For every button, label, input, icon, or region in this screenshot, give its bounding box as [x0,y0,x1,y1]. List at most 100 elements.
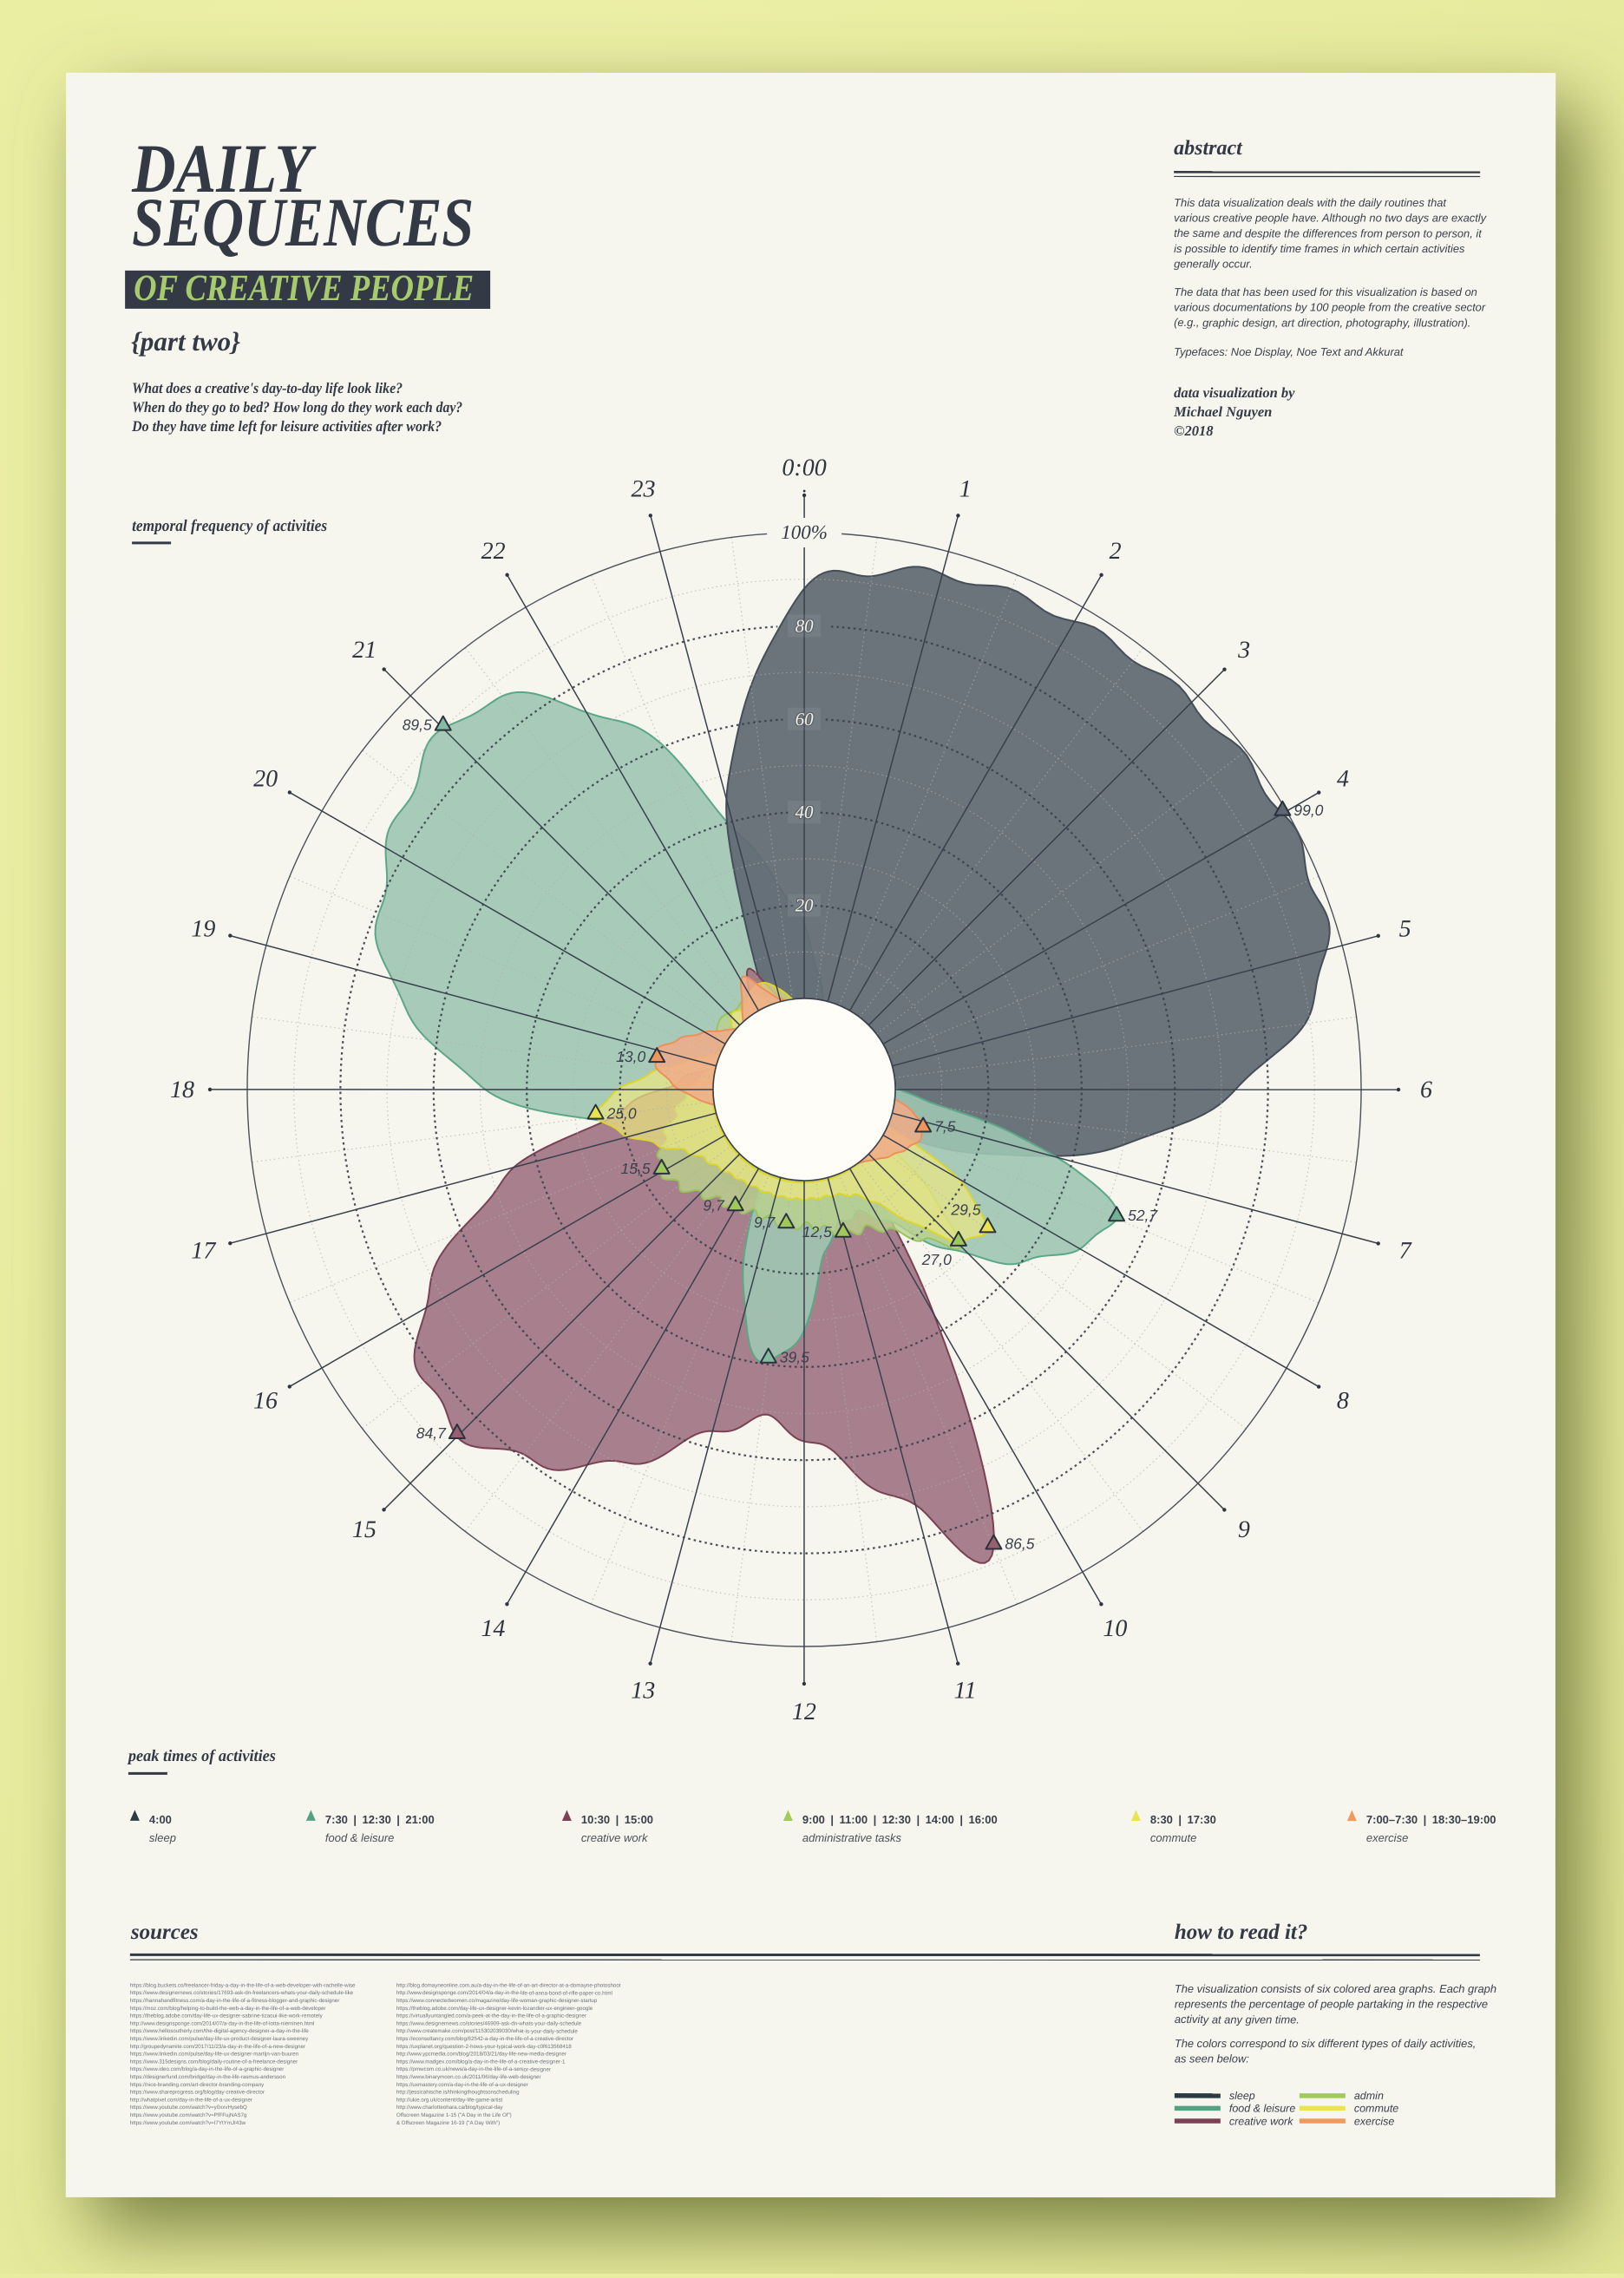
svg-text:https://econsultancy.com/blog/: https://econsultancy.com/blog/62542-a-da… [396,2036,573,2042]
svg-text:https://moz.com/blog/helping-t: https://moz.com/blog/helping-to-build-th… [130,2006,326,2012]
svg-text:https://theblog.adobe.com/day-: https://theblog.adobe.com/day-life-ux-de… [130,2013,324,2019]
svg-text:Do they have time left for lei: Do they have time left for leisure activ… [131,417,442,435]
svg-text:http://ukie.org.uk/content/day: http://ukie.org.uk/content/day-life-game… [396,2097,503,2103]
svg-text:http://groupedynamite.com/2017: http://groupedynamite.com/2017/11/23/a-d… [130,2044,305,2050]
svg-text:SEQUENCES: SEQUENCES [132,185,474,261]
svg-text:https://www.madgex.com/blog/a-: https://www.madgex.com/blog/a-day-in-the… [396,2059,566,2065]
svg-text:various documentations by 100: various documentations by 100 people fro… [1174,301,1486,314]
svg-text:administrative tasks: administrative tasks [802,1831,902,1844]
svg-text:Michael Nguyen: Michael Nguyen [1173,403,1272,420]
svg-text:3: 3 [1237,637,1250,664]
svg-text:sleep: sleep [1229,2090,1255,2102]
svg-text:http://whatpixel.com/day-in-th: http://whatpixel.com/day-in-the-life-of-… [130,2097,252,2103]
svg-text:The data that has been used fo: The data that has been used for this vis… [1174,285,1477,298]
svg-text:sleep: sleep [149,1831,176,1844]
svg-text:https://virtuallyuntangled.com: https://virtuallyuntangled.com/a-peek-at… [396,2013,586,2019]
svg-text:86,5: 86,5 [1005,1535,1034,1553]
svg-text:14: 14 [481,1615,505,1642]
svg-text:15,5: 15,5 [621,1160,651,1177]
svg-text:60: 60 [796,709,815,730]
svg-text:27,0: 27,0 [921,1251,952,1268]
svg-text:https://theblog.adobe.com/day-: https://theblog.adobe.com/day-life-ux-de… [396,2006,593,2012]
svg-text:http://www.designsponge.com/20: http://www.designsponge.com/2014/04/a-da… [396,1990,612,1996]
svg-text:the same and despite the diffe: the same and despite the differences fro… [1174,226,1483,239]
svg-text:5: 5 [1399,915,1411,942]
svg-text:80: 80 [796,615,815,636]
svg-text:http://blog.domayneonline.com.: http://blog.domayneonline.com.au/a-day-i… [396,1982,621,1988]
svg-text:The colors correspond to six d: The colors correspond to six different t… [1175,2037,1477,2050]
svg-text:how to read it?: how to read it? [1175,1921,1308,1944]
svg-text:Typefaces: Noe Display, Noe Te: Typefaces: Noe Display, Noe Text and Akk… [1174,345,1405,358]
svg-text:13,0: 13,0 [616,1048,645,1065]
svg-text:7,5: 7,5 [934,1118,956,1136]
svg-text:25,0: 25,0 [606,1105,637,1123]
svg-text:When do they go to bed? How lo: When do they go to bed? How long do they… [132,398,462,416]
svg-text:7:00–7:30 | 18:30–19:00: 7:00–7:30 | 18:30–19:00 [1366,1813,1496,1826]
svg-text:abstract: abstract [1174,137,1243,160]
svg-text:admin: admin [1354,2090,1384,2102]
svg-text:29,5: 29,5 [950,1201,980,1218]
svg-text:https://www.designernews.co/st: https://www.designernews.co/stories/1769… [130,1990,354,1996]
svg-text:21: 21 [352,637,377,664]
svg-text:22: 22 [481,538,506,565]
svg-text:12,5: 12,5 [802,1223,832,1240]
svg-text:4:00: 4:00 [149,1813,172,1826]
svg-text:data visualization by: data visualization by [1174,384,1295,401]
svg-text:10:30 | 15:00: 10:30 | 15:00 [581,1813,653,1826]
svg-text:(e.g., graphic design, art dir: (e.g., graphic design, art direction, ph… [1174,316,1470,329]
svg-text:peak times of activities: peak times of activities [127,1747,276,1765]
svg-text:4: 4 [1337,766,1349,793]
svg-text:1: 1 [959,475,972,502]
svg-text:https://www.youtube.com/watch?: https://www.youtube.com/watch?v=PfFFujNA… [130,2112,247,2118]
svg-text:0:00: 0:00 [782,455,826,481]
svg-text:9,7: 9,7 [754,1214,776,1231]
svg-text:https://uxplanet.org/question-: https://uxplanet.org/question-2-hows-you… [396,2044,572,2050]
svg-text:exercise: exercise [1354,2115,1395,2127]
svg-text:https://www.youtube.com/watch?: https://www.youtube.com/watch?v=I7YtYmJI… [130,2120,246,2126]
svg-text:exercise: exercise [1366,1831,1408,1844]
svg-text:52,7: 52,7 [1128,1207,1158,1224]
svg-text:13: 13 [631,1678,655,1705]
svg-text:http://www.createmake.com/post: http://www.createmake.com/post/115302039… [396,2028,579,2034]
svg-text:100%: 100% [781,521,828,543]
svg-text:https://www.linkedin.com/pulse: https://www.linkedin.com/pulse/day-life-… [130,2052,299,2058]
svg-text:9:00 | 11:00 | 12:30 | 14:00 |: 9:00 | 11:00 | 12:30 | 14:00 | 16:00 [802,1813,998,1826]
svg-text:16: 16 [253,1387,278,1414]
svg-text:7:30 | 12:30 | 21:00: 7:30 | 12:30 | 21:00 [325,1813,435,1826]
svg-text:various creative people have.: various creative people have. Although n… [1174,212,1488,225]
svg-text:https://www.designernews.co/st: https://www.designernews.co/stories/4690… [396,2020,582,2026]
svg-text:20: 20 [253,765,278,792]
svg-text:https://www.connectedwomen.co/: https://www.connectedwomen.co/magazine/d… [396,1998,598,2004]
svg-text:11: 11 [954,1678,977,1705]
svg-text:2: 2 [1110,538,1122,565]
svg-text:https://www.binarymoon.co.uk/2: https://www.binarymoon.co.uk/2011/06/day… [396,2074,541,2080]
svg-text:https://hannahandfitness.com/a: https://hannahandfitness.com/a-day-in-th… [130,1998,339,2004]
svg-text:https://pmwcom.co.uk/news/a-da: https://pmwcom.co.uk/news/a-day-in-the-l… [396,2066,551,2072]
svg-text:https://blog.buckets.co/freela: https://blog.buckets.co/freelancer-frida… [130,1982,356,1988]
svg-text:commute: commute [1354,2103,1398,2115]
svg-text:commute: commute [1150,1831,1196,1844]
svg-text:9: 9 [1238,1516,1250,1543]
svg-text:https://nice-branding.com/art-: https://nice-branding.com/art-director-b… [130,2082,265,2088]
svg-text:https://uxmastery.com/a-day-in: https://uxmastery.com/a-day-in-the-life-… [396,2082,528,2088]
svg-text:https://designerfund.com/bridg: https://designerfund.com/bridge/day-in-t… [130,2074,286,2080]
svg-text:20: 20 [796,895,815,916]
svg-text:40: 40 [796,802,815,822]
svg-text:6: 6 [1420,1077,1432,1103]
svg-text:https://www.youtube.com/watch?: https://www.youtube.com/watch?v=y0xxvHys… [130,2105,247,2111]
svg-text:https://www.shareprogress.org/: https://www.shareprogress.org/blog/day-c… [130,2090,265,2096]
svg-text:https://www.ideo.com/blog/a-da: https://www.ideo.com/blog/a-day-in-the-l… [130,2066,284,2072]
svg-text:8:30 | 17:30: 8:30 | 17:30 [1150,1813,1216,1826]
svg-text:is possible to identify time f: is possible to identify time frames in w… [1174,242,1465,255]
svg-text:food & leisure: food & leisure [325,1831,395,1844]
svg-text:99,0: 99,0 [1293,802,1323,819]
svg-text:Offscreen Magazine 1-15 ("A Da: Offscreen Magazine 1-15 ("A Day in the L… [396,2112,512,2118]
svg-text:17: 17 [191,1238,216,1265]
svg-text:https://www.hellosoutherly.com: https://www.hellosoutherly.com/the-digit… [130,2028,309,2034]
svg-text:This data visualization deals: This data visualization deals with the d… [1174,196,1447,209]
svg-text:OF CREATIVE PEOPLE: OF CREATIVE PEOPLE [134,268,474,309]
svg-text:{part two}: {part two} [131,326,240,357]
svg-text:9,7: 9,7 [703,1196,725,1214]
svg-text:activity at any given time.: activity at any given time. [1175,2013,1300,2026]
svg-text:food & leisure: food & leisure [1229,2103,1295,2115]
